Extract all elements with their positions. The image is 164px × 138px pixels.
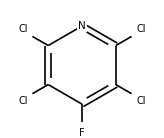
Text: N: N bbox=[78, 21, 86, 31]
Text: Cl: Cl bbox=[136, 96, 146, 106]
Text: Cl: Cl bbox=[136, 24, 146, 34]
Text: Cl: Cl bbox=[18, 24, 28, 34]
Text: F: F bbox=[79, 128, 85, 138]
Text: Cl: Cl bbox=[18, 96, 28, 106]
